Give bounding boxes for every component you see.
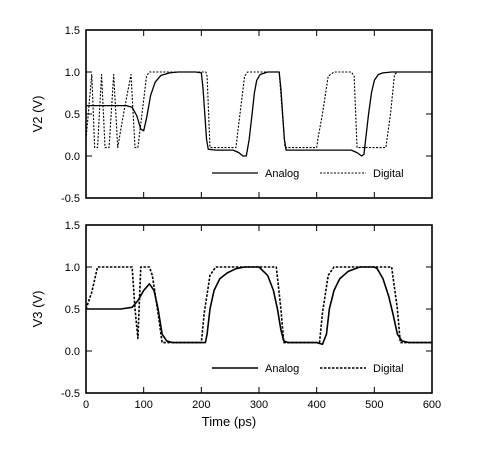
plot-frame	[85, 29, 433, 199]
series-line-analog	[86, 266, 432, 346]
y-tick-label: 0.0	[65, 151, 80, 163]
y-tick-label: 0.0	[65, 346, 80, 358]
legend: Analog Digital	[212, 168, 404, 180]
x-tick-label: 0	[83, 399, 89, 411]
legend-label-digital: Digital	[373, 363, 404, 375]
x-tick-label: 200	[192, 399, 210, 411]
y-tick-label: -0.5	[61, 388, 80, 400]
y-tick-label: 0.5	[65, 109, 80, 121]
plot-frame	[85, 224, 433, 394]
x-tick-label: 300	[250, 399, 268, 411]
y-tick-label: 1.5	[65, 220, 80, 232]
x-tick-label: 500	[365, 399, 383, 411]
chart-panel-v3: 0 100 200 300 400 500 600 -0.5 0.0 0.5 1.0 1.5 V3 (V…	[30, 220, 441, 429]
y-axis-label: V2 (V)	[30, 96, 45, 133]
y-tick-label: 1.0	[65, 262, 80, 274]
series-line-digital	[86, 266, 432, 344]
y-axis-label: V3 (V)	[30, 291, 45, 328]
y-tick-label: 1.0	[65, 67, 80, 79]
x-tick-label: 400	[307, 399, 325, 411]
series-line-digital	[86, 71, 432, 149]
legend-label-analog: Analog	[265, 168, 299, 180]
y-tick-label: 1.5	[65, 25, 80, 37]
x-tick-label: 600	[423, 399, 441, 411]
y-tick-label: 0.5	[65, 304, 80, 316]
chart-panel-v2: -0.5 0.0 0.5 1.0 1.5 V2 (V) Analog Digital	[30, 25, 433, 205]
legend-label-analog: Analog	[265, 363, 299, 375]
legend: Analog Digital	[212, 363, 404, 375]
series-line-analog	[86, 71, 432, 157]
legend-label-digital: Digital	[373, 168, 404, 180]
x-tick-label: 100	[134, 399, 152, 411]
y-tick-label: -0.5	[61, 193, 80, 205]
x-axis-label: Time (ps)	[202, 414, 256, 429]
